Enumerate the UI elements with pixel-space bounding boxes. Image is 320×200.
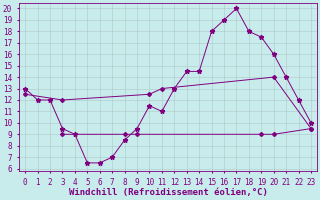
X-axis label: Windchill (Refroidissement éolien,°C): Windchill (Refroidissement éolien,°C) bbox=[69, 188, 268, 197]
